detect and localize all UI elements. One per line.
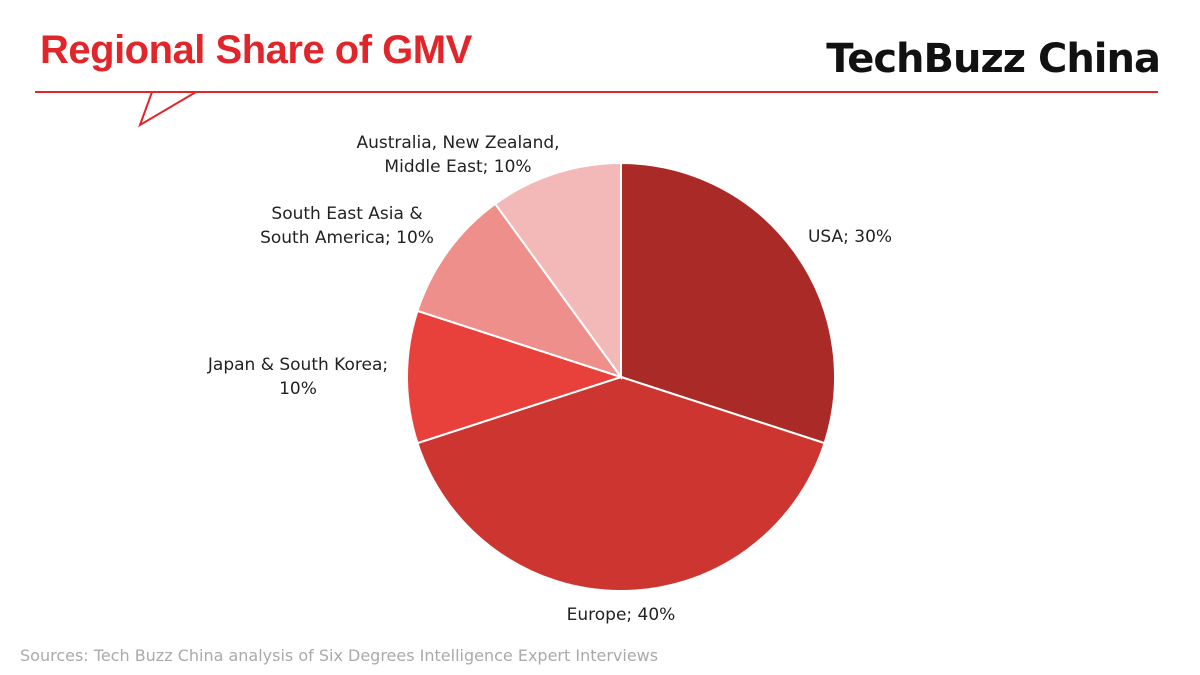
pie-slice xyxy=(620,161,836,445)
pie-slice xyxy=(416,375,826,592)
data-label: Japan & South Korea; 10% xyxy=(207,355,389,399)
data-label: Europe; 40% xyxy=(566,605,676,625)
source-note: Sources: Tech Buzz China analysis of Six… xyxy=(20,646,659,665)
title-underline xyxy=(35,91,200,128)
chart-title: Regional Share of GMV xyxy=(40,28,472,72)
data-label: USA; 30% xyxy=(807,227,893,247)
pie xyxy=(406,161,836,592)
pie-slice xyxy=(406,309,625,445)
pie-slice xyxy=(493,161,622,381)
data-label: Australia, New Zealand, Middle East; 10% xyxy=(356,133,560,177)
data-label: South East Asia & South America; 10% xyxy=(260,204,434,248)
pie-slice xyxy=(416,202,624,379)
brand-logo: TechBuzz China xyxy=(826,36,1161,82)
